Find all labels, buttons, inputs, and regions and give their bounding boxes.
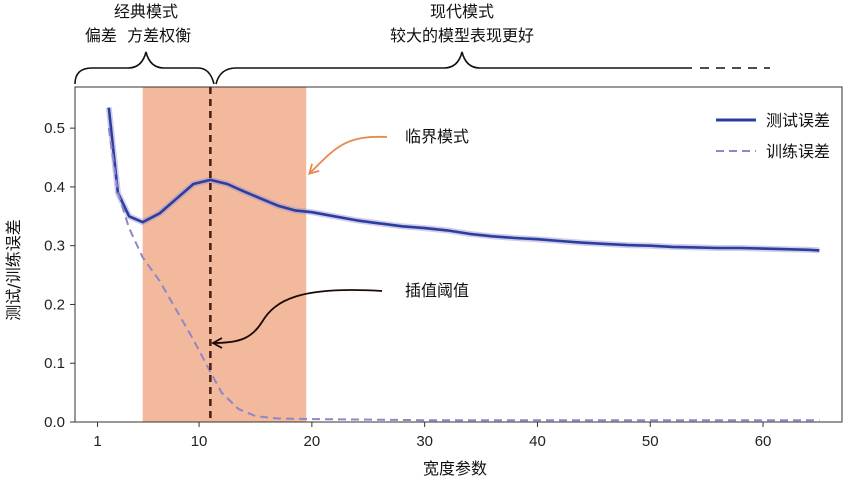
x-tick-label: 60 [755,433,772,450]
critical-regime-label: 临界模式 [405,127,469,146]
y-tick-label: 0.4 [44,179,65,196]
y-tick-label: 0.1 [44,355,65,372]
modern-brace [215,51,692,85]
x-tick-label: 50 [642,433,659,450]
modern-regime-title: 现代模式 [430,2,494,21]
interpolation-threshold-label: 插值阈值 [405,281,469,300]
y-axis-ticks: 0.0 0.1 0.2 0.3 0.4 0.5 [44,120,75,431]
y-tick-label: 0.2 [44,296,65,313]
legend-label-train-error: 训练误差 [766,142,830,161]
y-axis-label: 测试/训练误差 [4,219,23,320]
y-tick-label: 0.5 [44,120,65,137]
y-tick-label: 0.3 [44,238,65,255]
series-line-test-error [107,107,820,252]
classical-regime-subtitle: 偏差 方差权衡 [85,26,191,45]
regime-braces [74,51,770,85]
x-axis-ticks: 1 10 20 30 40 50 60 [93,422,771,450]
legend-label-test-error: 测试误差 [766,111,830,130]
series-layer [105,107,820,422]
series-line-train-error [107,127,820,422]
x-axis-label: 宽度参数 [423,459,487,478]
classical-regime-title: 经典模式 [114,2,178,21]
x-tick-label: 1 [93,433,101,450]
x-tick-label: 40 [529,433,546,450]
critical-region-band [142,87,307,422]
critical-regime-arrow [307,135,388,176]
x-tick-label: 30 [416,433,433,450]
classical-brace [74,51,215,85]
modern-regime-subtitle: 较大的模型表现更好 [390,26,534,45]
legend: 测试误差 训练误差 [716,111,830,161]
y-tick-label: 0.0 [44,414,65,431]
plot-frame [74,86,843,423]
interpolation-threshold-arrow [211,289,383,349]
x-tick-label: 10 [191,433,208,450]
x-tick-label: 20 [304,433,321,450]
